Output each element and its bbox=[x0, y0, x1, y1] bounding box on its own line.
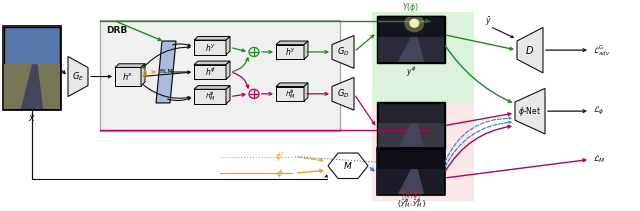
Polygon shape bbox=[517, 27, 543, 73]
Circle shape bbox=[404, 14, 424, 32]
Text: $y^\phi$: $y^\phi$ bbox=[406, 65, 416, 79]
Text: $\phi$: $\phi$ bbox=[141, 67, 148, 80]
Polygon shape bbox=[141, 64, 145, 86]
Circle shape bbox=[410, 19, 419, 28]
Polygon shape bbox=[398, 169, 424, 194]
Polygon shape bbox=[328, 153, 368, 179]
Text: $\phi$: $\phi$ bbox=[276, 166, 284, 180]
Text: $\bar{y}$: $\bar{y}$ bbox=[484, 16, 492, 28]
Polygon shape bbox=[226, 86, 230, 104]
Text: $\{\tilde{y}^\phi_M, \hat{y}^\phi_M\}$: $\{\tilde{y}^\phi_M, \hat{y}^\phi_M\}$ bbox=[396, 197, 426, 210]
Bar bbox=[377, 102, 445, 149]
Polygon shape bbox=[276, 41, 308, 45]
Polygon shape bbox=[226, 37, 230, 55]
Polygon shape bbox=[332, 77, 354, 110]
Text: $\mathcal{L}_\phi$: $\mathcal{L}_\phi$ bbox=[593, 105, 605, 117]
Text: $h^x$: $h^x$ bbox=[122, 71, 134, 82]
Bar bbox=[378, 123, 444, 149]
Bar bbox=[378, 37, 444, 62]
Text: DRB: DRB bbox=[106, 26, 127, 35]
Bar bbox=[372, 12, 474, 103]
Text: $h^y$: $h^y$ bbox=[205, 42, 216, 53]
Bar bbox=[115, 68, 141, 86]
Polygon shape bbox=[194, 86, 230, 89]
Polygon shape bbox=[276, 83, 308, 87]
Bar bbox=[377, 147, 445, 195]
Text: $\phi$-Net: $\phi$-Net bbox=[518, 105, 541, 118]
Text: $G_D$: $G_D$ bbox=[337, 46, 349, 58]
Text: $h^\phi$: $h^\phi$ bbox=[205, 66, 216, 78]
Text: FiLM: FiLM bbox=[159, 69, 173, 74]
Text: $x$: $x$ bbox=[28, 113, 36, 123]
Text: $G_E$: $G_E$ bbox=[72, 70, 84, 83]
Bar bbox=[100, 20, 340, 131]
Text: $D$: $D$ bbox=[525, 44, 534, 56]
Polygon shape bbox=[398, 123, 424, 149]
Bar bbox=[4, 64, 60, 109]
Text: $M$: $M$ bbox=[343, 160, 353, 171]
Polygon shape bbox=[226, 61, 230, 79]
Polygon shape bbox=[332, 36, 354, 68]
Bar bbox=[378, 103, 444, 149]
Text: $Y(\phi)$: $Y(\phi)$ bbox=[403, 1, 419, 14]
Bar bbox=[3, 26, 61, 110]
Polygon shape bbox=[515, 88, 545, 134]
Text: $Y_M(\phi)$: $Y_M(\phi)$ bbox=[400, 188, 422, 201]
Bar bbox=[378, 149, 444, 194]
Bar bbox=[4, 27, 60, 109]
Polygon shape bbox=[20, 64, 43, 109]
Bar bbox=[276, 45, 304, 59]
Polygon shape bbox=[304, 83, 308, 101]
Text: $y^\phi_M$: $y^\phi_M$ bbox=[405, 151, 417, 167]
Polygon shape bbox=[115, 64, 145, 68]
Polygon shape bbox=[194, 37, 230, 40]
Bar bbox=[194, 40, 226, 55]
Text: $\mathcal{L}^G_{adv}$: $\mathcal{L}^G_{adv}$ bbox=[593, 43, 611, 58]
Bar bbox=[378, 16, 444, 62]
Bar bbox=[377, 16, 445, 63]
Polygon shape bbox=[156, 41, 176, 103]
Text: $h^\phi_M$: $h^\phi_M$ bbox=[285, 87, 295, 101]
Text: $G_D$: $G_D$ bbox=[337, 88, 349, 100]
Polygon shape bbox=[398, 37, 424, 62]
Bar bbox=[194, 89, 226, 104]
Polygon shape bbox=[304, 41, 308, 59]
Polygon shape bbox=[68, 57, 88, 97]
Bar bbox=[276, 87, 304, 101]
Text: $\mathcal{L}_M$: $\mathcal{L}_M$ bbox=[593, 154, 606, 165]
Text: $\phi^t$: $\phi^t$ bbox=[275, 149, 285, 164]
Bar bbox=[194, 65, 226, 79]
Polygon shape bbox=[194, 61, 230, 65]
Bar bbox=[378, 169, 444, 194]
Text: $h^\phi_M$: $h^\phi_M$ bbox=[205, 90, 215, 103]
Text: $h^y$: $h^y$ bbox=[285, 46, 296, 57]
Bar bbox=[372, 103, 474, 201]
